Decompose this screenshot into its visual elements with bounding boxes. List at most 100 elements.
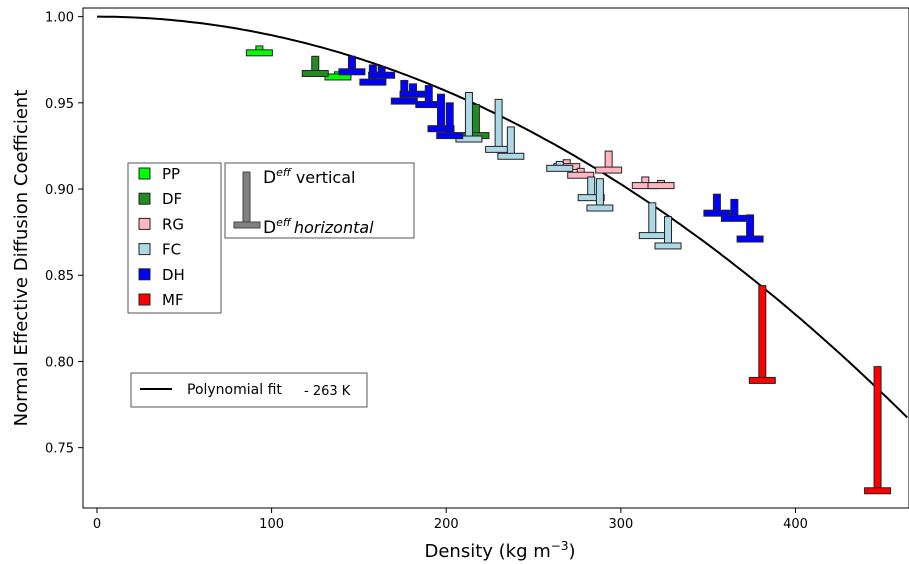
marker-legend-horizontal-sup: eff <box>276 216 292 229</box>
x-axis: 0 100 200 300 400 <box>93 508 808 532</box>
data-markers <box>245 45 892 495</box>
x-tick-label: 0 <box>93 517 101 532</box>
marker-vertical-bar <box>494 98 503 150</box>
category-legend-frame <box>127 162 222 314</box>
marker-horizontal-foot <box>586 204 614 212</box>
marker-rg <box>647 179 675 190</box>
marker-horizontal-foot <box>245 49 273 57</box>
legend-swatch-pp <box>138 167 151 180</box>
marker-legend-vertical-bar-icon <box>242 171 251 226</box>
marker-dh <box>368 66 396 79</box>
legend-swatch-dh <box>138 268 151 281</box>
legend-label-df: DF <box>162 190 182 208</box>
marker-horizontal-foot <box>368 71 396 79</box>
marker-horizontal-foot <box>595 166 623 174</box>
marker-horizontal-foot <box>359 78 387 86</box>
marker-horizontal-foot <box>864 487 892 495</box>
marker-legend-horizontal-foot-icon <box>233 221 261 229</box>
marker-horizontal-foot <box>338 68 366 76</box>
marker-vertical-bar <box>873 366 882 492</box>
y-tick-label: 0.80 <box>45 355 74 370</box>
marker-horizontal-foot <box>720 214 748 222</box>
marker-rg <box>567 167 595 179</box>
marker-horizontal-foot <box>546 164 574 172</box>
marker-legend-vertical-sup: eff <box>276 166 292 179</box>
marker-df <box>301 55 329 78</box>
fit-legend-label: Polynomial fit <box>187 382 282 398</box>
legend-label-rg: RG <box>162 215 184 233</box>
marker-fc <box>654 216 682 250</box>
marker-horizontal-foot <box>647 182 675 190</box>
marker-mf <box>864 366 892 495</box>
marker-vertical-bar <box>595 178 604 209</box>
fit-legend: Polynomial fit - 263 K <box>130 372 368 408</box>
y-tick-label: 0.95 <box>45 97 74 112</box>
marker-vertical-bar <box>464 91 473 140</box>
marker-mf <box>748 285 776 384</box>
legend-label-pp: PP <box>162 165 180 183</box>
marker-horizontal-foot <box>736 235 764 243</box>
marker-vertical-bar <box>471 104 480 137</box>
legend-swatch-mf <box>138 293 151 306</box>
y-tick-label: 0.85 <box>45 269 74 284</box>
marker-horizontal-foot <box>301 70 329 78</box>
y-tick-label: 1.00 <box>45 11 74 26</box>
marker-rg <box>595 150 623 174</box>
y-axis: 1.00 0.95 0.90 0.85 0.80 0.75 <box>45 11 83 457</box>
marker-legend-vertical-label: Deff vertical <box>263 166 355 188</box>
marker-pp <box>245 45 273 57</box>
marker-horizontal-foot <box>567 171 595 179</box>
marker-horizontal-foot <box>654 242 682 250</box>
marker-legend-horizontal-text: horizontal <box>294 218 374 237</box>
marker-dh <box>736 214 764 243</box>
marker-horizontal-foot <box>748 376 776 384</box>
legend-swatch-fc <box>138 243 151 256</box>
marker-horizontal-foot <box>703 209 731 217</box>
marker-horizontal-foot <box>399 90 427 98</box>
x-axis-title-text: Density (kg m <box>424 541 550 562</box>
marker-horizontal-foot <box>497 152 525 160</box>
marker-fc <box>586 178 614 212</box>
marker-vertical-bar <box>445 102 454 137</box>
fit-legend-temperature: - 263 K <box>304 384 351 399</box>
x-tick-label: 200 <box>434 517 459 532</box>
marker-horizontal-foot <box>638 232 666 240</box>
legend-label-fc: FC <box>162 241 181 259</box>
y-tick-label: 0.75 <box>45 442 74 457</box>
marker-legend: Deff vertical Deff horizontal <box>224 162 415 239</box>
marker-horizontal-foot <box>577 194 605 202</box>
legend-swatch-rg <box>138 217 151 230</box>
x-tick-label: 300 <box>608 517 633 532</box>
marker-legend-horizontal-label: Deff horizontal <box>263 216 374 238</box>
x-axis-title-exponent: −3 <box>551 539 569 553</box>
marker-legend-horizontal-symbol: D <box>263 218 276 238</box>
y-axis-title: Normal Effective Diffusion Coefficient <box>11 90 32 427</box>
marker-fc <box>577 176 605 202</box>
marker-vertical-bar <box>758 285 767 381</box>
x-tick-label: 400 <box>783 517 808 532</box>
legend-label-mf: MF <box>162 291 184 309</box>
marker-fc <box>546 160 574 172</box>
category-legend-items: PP DF RG FC DH MF <box>138 165 185 309</box>
marker-horizontal-foot <box>390 97 418 105</box>
marker-vertical-bar <box>746 214 755 240</box>
marker-horizontal-foot <box>427 125 455 133</box>
x-tick-label: 100 <box>259 517 284 532</box>
x-axis-title-close: ) <box>568 541 575 562</box>
marker-horizontal-foot <box>436 132 464 140</box>
marker-vertical-bar <box>436 93 445 130</box>
marker-vertical-bar <box>648 202 657 237</box>
marker-dh <box>338 55 366 76</box>
marker-dh <box>703 193 731 217</box>
legend-label-dh: DH <box>162 266 185 284</box>
marker-vertical-bar <box>664 216 673 247</box>
marker-legend-vertical-symbol: D <box>263 168 276 188</box>
marker-dh <box>436 102 464 140</box>
legend-swatch-df <box>138 192 151 205</box>
marker-fc <box>497 126 525 160</box>
x-axis-title: Density (kg m−3) <box>424 539 575 562</box>
marker-legend-vertical-text: vertical <box>296 168 356 187</box>
y-tick-label: 0.90 <box>45 183 74 198</box>
marker-dh <box>427 93 455 133</box>
